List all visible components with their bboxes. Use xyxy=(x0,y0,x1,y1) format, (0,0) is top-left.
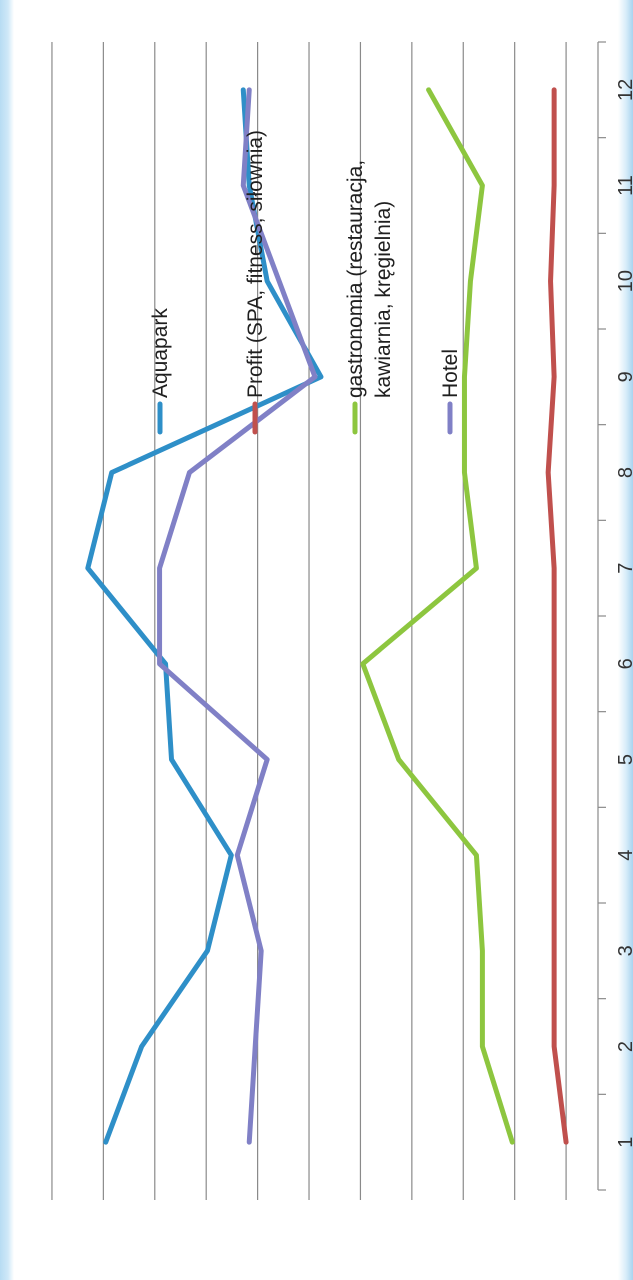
series-line-gastronomia xyxy=(360,87,515,1145)
series-lines xyxy=(85,87,569,1145)
x-tick-label: 12 xyxy=(615,79,633,101)
x-tick-label: 1 xyxy=(615,1137,633,1148)
x-tick-label: 5 xyxy=(615,754,633,765)
axis xyxy=(597,41,606,1191)
legend-label: gastronomia (restauracja, kawiarnia, kręg… xyxy=(344,160,395,398)
legend: Aquapark Profit (SPA, fitness, siłownia) g… xyxy=(149,130,462,435)
x-tick-label: 4 xyxy=(615,850,633,861)
x-tick-label: 3 xyxy=(615,945,633,956)
x-tick-labels: 123456789101112 xyxy=(615,79,633,1148)
legend-label: Aquapark xyxy=(149,308,172,398)
x-tick-label: 11 xyxy=(615,175,633,196)
legend-label: Profit (SPA, fitness, siłownia) xyxy=(244,130,267,398)
series-line-aquapark xyxy=(85,87,324,1145)
series-line-profit xyxy=(545,87,569,1145)
x-tick-label: 2 xyxy=(615,1041,633,1052)
page xyxy=(14,6,618,1274)
x-tick-label: 8 xyxy=(615,467,633,478)
x-tick-label: 7 xyxy=(615,563,633,574)
legend-label: Hotel xyxy=(439,349,462,398)
x-tick-label: 10 xyxy=(615,270,633,292)
x-tick-label: 6 xyxy=(615,658,633,669)
x-tick-label: 9 xyxy=(615,371,633,382)
series-line-hotel xyxy=(157,87,318,1145)
